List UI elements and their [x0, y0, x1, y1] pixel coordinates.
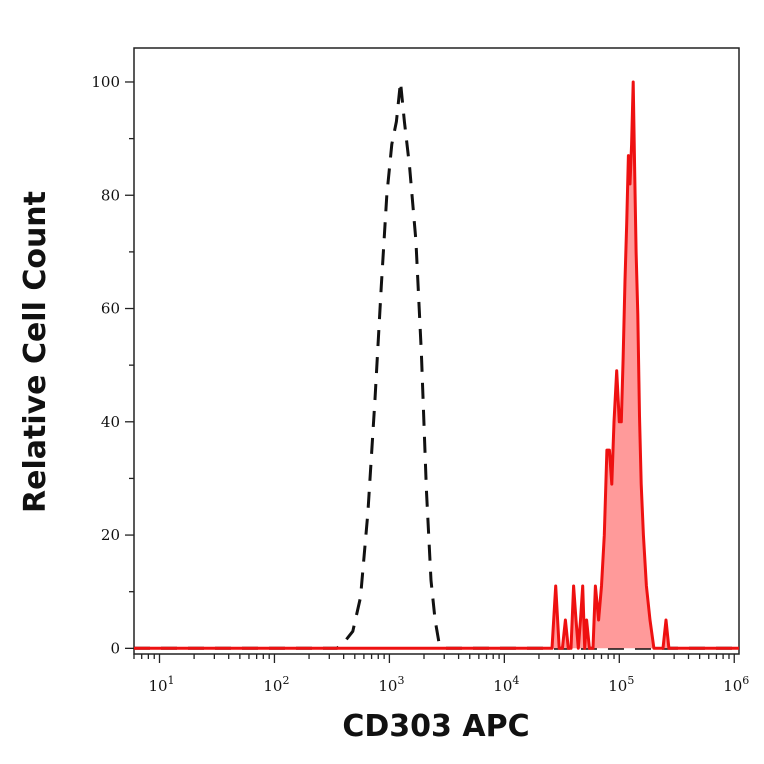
plot-frame [133, 47, 740, 655]
series-1-area [134, 82, 739, 649]
y-tick-label: 0 [110, 639, 120, 657]
series-layer [134, 80, 739, 650]
x-tick-label: 106 [723, 674, 749, 695]
y-tick-label: 80 [101, 186, 120, 204]
y-tick-label: 40 [101, 413, 120, 431]
series-0-line [134, 80, 739, 650]
x-tick-label: 104 [493, 674, 519, 695]
x-tick-label: 103 [378, 674, 404, 695]
x-axis-title: CD303 APC [342, 709, 529, 744]
y-tick-label: 60 [101, 300, 120, 318]
y-tick-label: 100 [91, 73, 120, 91]
x-tick-label: 101 [148, 674, 174, 695]
y-axis-ticks: 0 20 40 60 80 100 [91, 73, 134, 657]
x-tick-label: 102 [263, 674, 289, 695]
x-axis-ticks: 101 102 103 104 105 106 [133, 654, 749, 695]
series-1-line [134, 80, 739, 650]
y-tick-label: 20 [101, 526, 120, 544]
y-axis-title: Relative Cell Count [18, 191, 53, 513]
x-tick-label: 105 [608, 674, 634, 695]
